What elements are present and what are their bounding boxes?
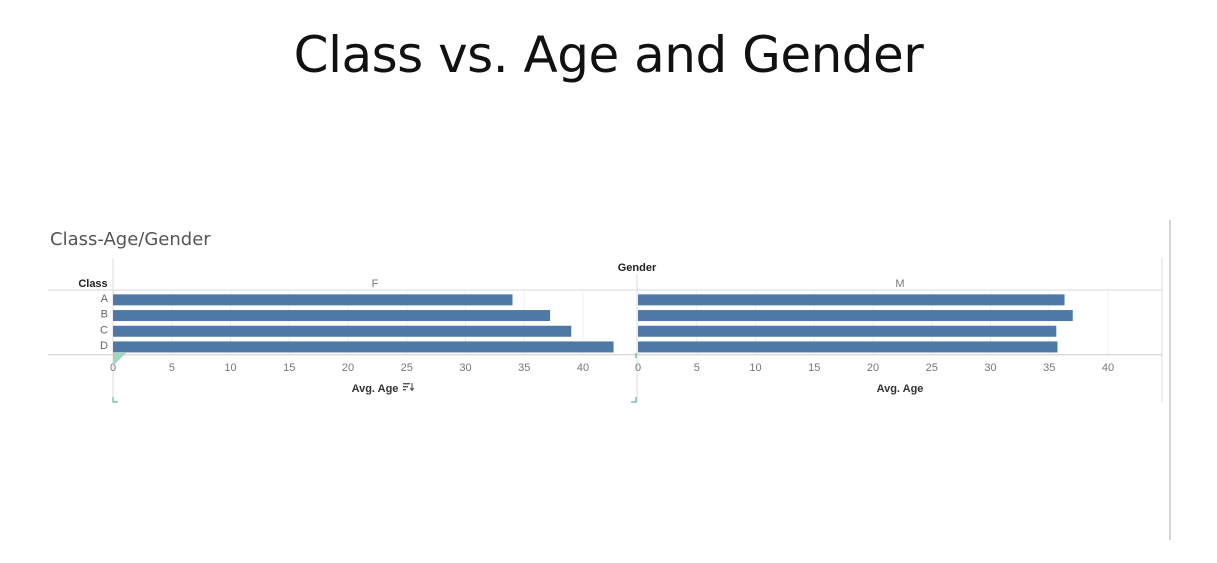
category-label: C (100, 324, 108, 336)
bar (638, 294, 1065, 306)
column-header-gender: Gender (618, 262, 657, 274)
pane-header-label: F (372, 278, 379, 290)
selection-marker (112, 353, 637, 403)
x-tick-label: 25 (926, 362, 938, 374)
bar (638, 310, 1073, 322)
slide-title: Class vs. Age and Gender (293, 26, 924, 84)
x-tick-label: 20 (342, 362, 354, 374)
x-tick-label: 0 (635, 362, 641, 374)
bar (113, 325, 572, 337)
x-tick-label: 25 (401, 362, 413, 374)
pane-m: M 0 5 10 15 20 25 30 35 40 Avg. Age (635, 278, 1114, 395)
x-tick-label: 10 (749, 362, 761, 374)
x-tick-label: 10 (224, 362, 236, 374)
x-tick-label: 35 (518, 362, 530, 374)
category-label: D (100, 340, 108, 352)
x-tick-label: 40 (577, 362, 589, 374)
row-header-class: Class (78, 278, 107, 290)
sort-descending-icon (403, 383, 415, 392)
x-axis-title: Avg. Age (352, 383, 399, 395)
x-tick-label: 15 (808, 362, 820, 374)
pane-header-label: M (895, 278, 904, 290)
x-tick-label: 30 (984, 362, 996, 374)
x-tick-label: 40 (1102, 362, 1114, 374)
x-tick-label: 30 (459, 362, 471, 374)
bar (113, 294, 513, 306)
bar (113, 310, 551, 322)
chart-panes: F 0 5 10 15 20 25 30 35 40 Avg. Age M 0 5 10 15 20 25 30 35… (110, 278, 1114, 403)
bar (113, 341, 614, 353)
bar (638, 341, 1058, 353)
category-label: A (101, 293, 109, 305)
x-tick-label: 5 (694, 362, 700, 374)
bar (638, 325, 1057, 337)
x-tick-label: 0 (110, 362, 116, 374)
category-label: B (101, 309, 108, 321)
x-axis-title: Avg. Age (877, 383, 924, 395)
x-tick-label: 20 (867, 362, 879, 374)
x-tick-label: 15 (283, 362, 295, 374)
pane-f: F 0 5 10 15 20 25 30 35 40 Avg. Age (110, 278, 614, 395)
x-tick-label: 35 (1043, 362, 1055, 374)
chart-title: Class-Age/Gender (50, 229, 211, 250)
x-tick-label: 5 (169, 362, 175, 374)
